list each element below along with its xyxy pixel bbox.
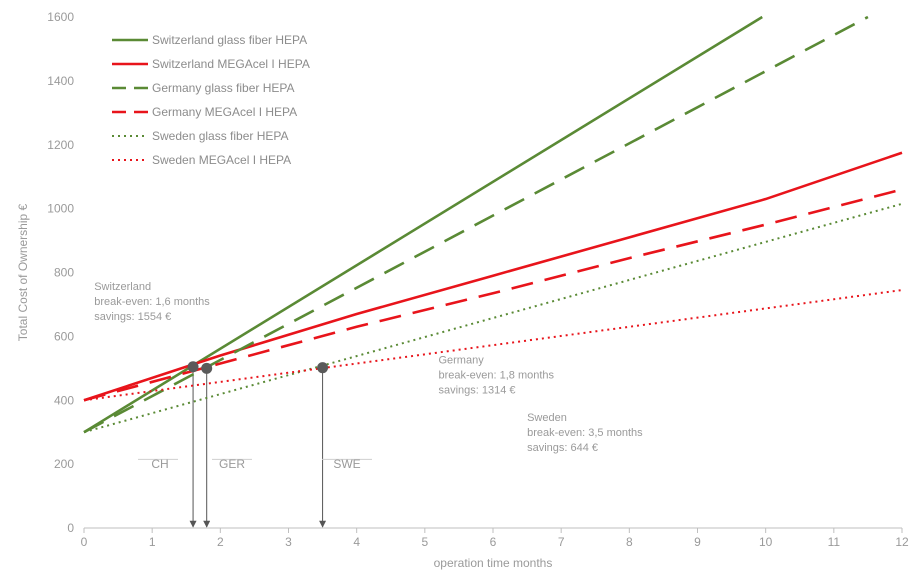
x-tick-label: 12 (895, 535, 909, 549)
y-tick-label: 1400 (47, 74, 74, 88)
x-tick-label: 3 (285, 535, 292, 549)
legend-label: Sweden MEGAcel I HEPA (152, 153, 291, 167)
y-tick-label: 400 (54, 393, 74, 407)
annotation-line: break-even: 1,6 months (94, 296, 210, 308)
x-tick-label: 8 (626, 535, 633, 549)
annotation-line: Germany (438, 355, 484, 367)
x-tick-label: 5 (421, 535, 428, 549)
x-tick-label: 1 (149, 535, 156, 549)
x-tick-label: 2 (217, 535, 224, 549)
y-tick-label: 600 (54, 329, 74, 343)
series-line (83, 151, 903, 402)
break-even-point (187, 361, 199, 373)
annotation-line: Sweden (527, 412, 567, 424)
break-even-label: GER (219, 457, 245, 471)
series-line (83, 202, 903, 434)
y-tick-label: 200 (54, 457, 74, 471)
legend-label: Switzerland MEGAcel I HEPA (152, 57, 310, 71)
x-tick-label: 0 (81, 535, 88, 549)
break-even-label: SWE (333, 457, 360, 471)
annotation-line: break-even: 3,5 months (527, 427, 643, 439)
y-tick-label: 1200 (47, 138, 74, 152)
annotation: Switzerland break-even: 1,6 months savings… (94, 281, 210, 323)
x-tick-label: 11 (828, 535, 841, 549)
x-tick-label: 10 (759, 535, 773, 549)
x-tick-label: 7 (558, 535, 565, 549)
legend: Switzerland glass fiber HEPA Switzerland … (112, 33, 310, 167)
y-axis-label: Total Cost of Ownership € (16, 203, 30, 341)
y-tick-label: 1000 (47, 202, 74, 216)
series-line (83, 15, 763, 434)
y-tick-label: 0 (67, 521, 74, 535)
annotation: Germany break-even: 1,8 months savings: 13… (438, 355, 554, 397)
legend-label: Sweden glass fiber HEPA (152, 129, 289, 143)
x-tick-label: 6 (490, 535, 497, 549)
y-tick-label: 1600 (47, 10, 74, 24)
x-tick-label: 4 (353, 535, 360, 549)
axes: 0 1 2 3 4 5 6 7 8 9 10 11 12020040060080010001200140… (16, 10, 909, 570)
annotation-line: Switzerland (94, 281, 151, 293)
break-even-marker-lines: CH GER SWE (138, 366, 372, 528)
break-even-label: CH (151, 457, 168, 471)
y-tick-label: 800 (54, 266, 74, 280)
series-line (83, 188, 903, 402)
legend-label: Switzerland glass fiber HEPA (152, 33, 307, 47)
x-axis-label: operation time months (434, 556, 553, 570)
annotation: Sweden break-even: 3,5 months savings: 644… (527, 412, 643, 454)
legend-label: Germany MEGAcel I HEPA (152, 105, 297, 119)
break-even-points (187, 361, 329, 374)
annotations: Switzerland break-even: 1,6 months savings… (94, 281, 643, 454)
annotation-line: savings: 1314 € (438, 385, 515, 397)
legend-label: Germany glass fiber HEPA (152, 81, 295, 95)
break-even-point (317, 362, 329, 374)
annotation-line: savings: 1554 € (94, 311, 171, 323)
annotation-line: break-even: 1,8 months (438, 370, 554, 382)
annotation-line: savings: 644 € (527, 442, 598, 454)
x-tick-label: 9 (694, 535, 701, 549)
series-line (83, 15, 869, 434)
break-even-point (201, 362, 213, 374)
